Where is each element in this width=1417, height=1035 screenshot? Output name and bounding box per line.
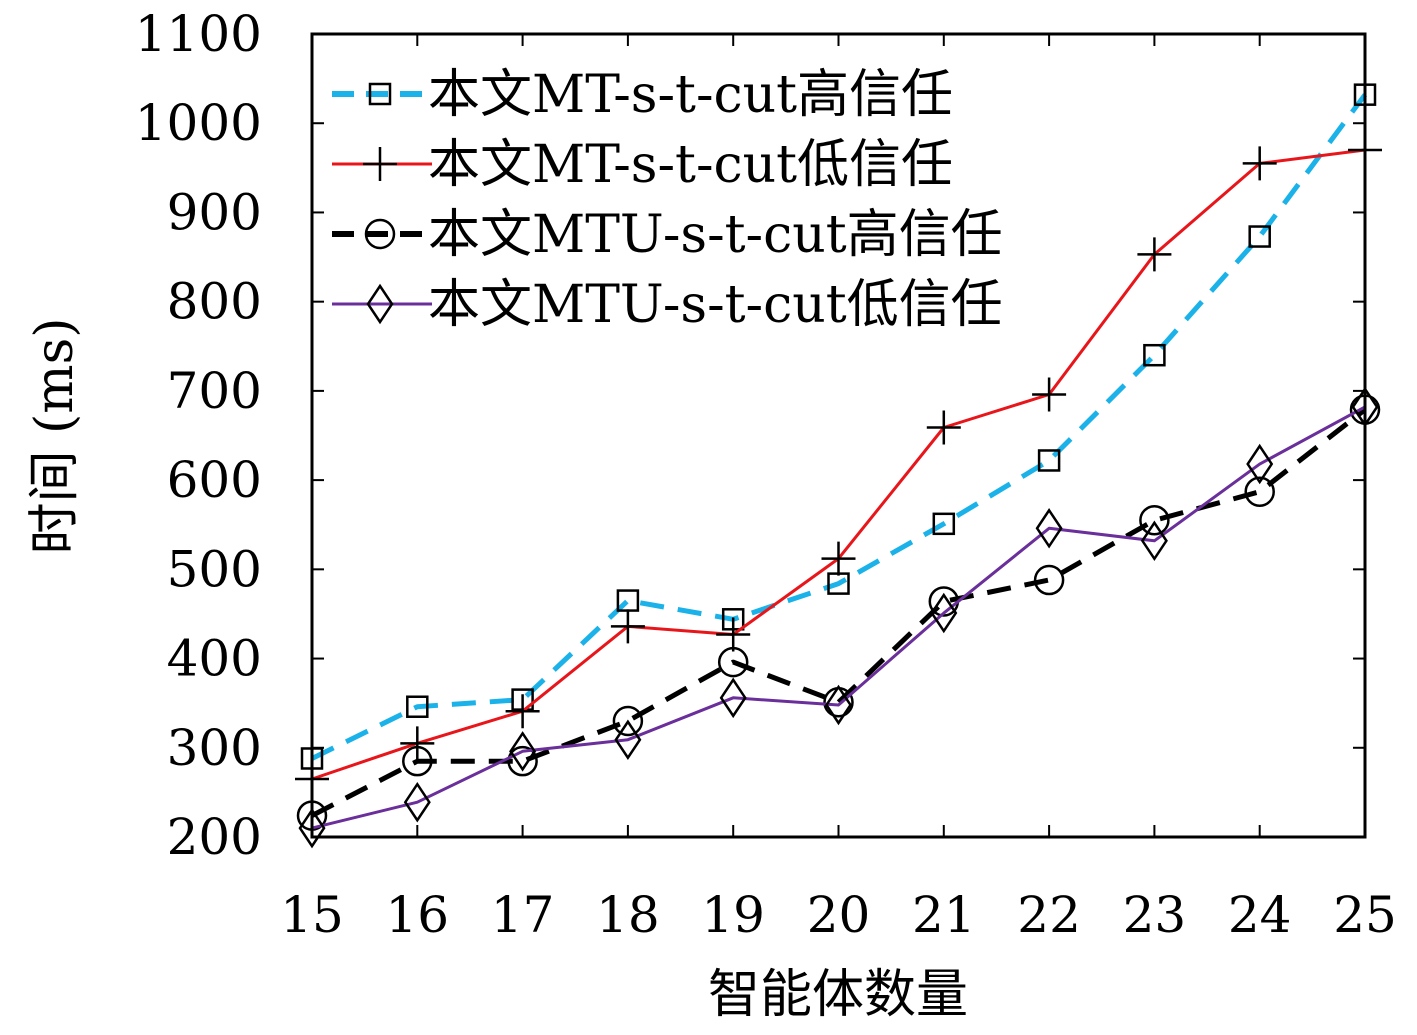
series-3-point-6: [930, 592, 958, 634]
y-tick-label: 700: [167, 362, 262, 420]
series-1-point-2: [505, 694, 540, 729]
series-0: [300, 83, 1377, 770]
series-3-point-3: [614, 719, 642, 761]
series-2-point-8: [1139, 505, 1170, 536]
x-tick-label: 18: [596, 886, 660, 944]
legend-label-0: 本文MT-s-t-cut高信任: [428, 65, 953, 125]
legend-label-1: 本文MT-s-t-cut低信任: [428, 135, 953, 195]
legend-marker-2: [364, 218, 396, 250]
y-axis-title: 时间 (ms): [25, 317, 85, 554]
plot-marks: [295, 83, 1382, 849]
x-tick-label: 22: [1017, 886, 1081, 944]
series-2-point-9: [1244, 476, 1275, 507]
x-tick-label: 25: [1333, 886, 1397, 944]
series-1-point-3: [610, 609, 645, 644]
series-1-point-8: [1137, 237, 1172, 272]
legend-label-3: 本文MTU-s-t-cut低信任: [428, 275, 1003, 335]
x-tick-label: 20: [807, 886, 871, 944]
legend-label-2: 本文MTU-s-t-cut高信任: [428, 205, 1003, 265]
axis-ticks: 200 300 400 500 600 700 800 900 1000 1100 15 16 17 18…: [135, 5, 1397, 944]
series-line-3: [311, 405, 1366, 830]
legend: 本文MT-s-t-cut高信任本文MT-s-t-cut低信任本文MTU-s-t-…: [332, 65, 1003, 335]
y-tick-label: 1000: [135, 94, 262, 152]
series-0-point-6: [932, 512, 956, 536]
x-tick-label: 21: [912, 886, 976, 944]
series-0-point-8: [1143, 343, 1166, 367]
legend-marker-0: [368, 82, 392, 106]
x-axis-title: 智能体数量: [708, 965, 968, 1025]
series-0-point-9: [1248, 225, 1271, 248]
series-line-0: [310, 93, 1368, 761]
y-tick-label: 400: [167, 630, 262, 688]
series-1-point-1: [400, 726, 435, 761]
series-2-point-7: [1033, 564, 1065, 596]
x-tick-label: 15: [280, 886, 344, 944]
series-1-point-4: [716, 617, 751, 652]
series-2-point-2: [507, 745, 538, 777]
series-3-point-9: [1246, 443, 1274, 485]
y-tick-label: 900: [167, 183, 262, 241]
x-tick-label: 24: [1228, 886, 1292, 944]
series-3-point-7: [1035, 508, 1063, 549]
x-tick-label: 19: [701, 886, 765, 944]
series-1-point-9: [1242, 146, 1277, 181]
y-tick-label: 300: [167, 719, 262, 777]
y-tick-label: 200: [167, 808, 262, 866]
y-tick-label: 800: [167, 273, 262, 331]
series-3-point-5: [824, 684, 853, 726]
series-3-point-0: [298, 807, 326, 849]
legend-marker-3: [366, 283, 394, 325]
series-1-point-5: [821, 541, 856, 576]
series-2-point-4: [717, 646, 749, 678]
x-tick-label: 16: [385, 886, 449, 944]
series-line-2: [310, 407, 1367, 818]
series-3-point-1: [403, 781, 431, 823]
series-0-point-1: [406, 695, 429, 718]
series-3-point-4: [719, 677, 747, 719]
series-2-point-3: [612, 705, 644, 737]
y-tick-label: 1100: [135, 5, 262, 63]
y-tick-label: 500: [167, 540, 262, 598]
x-tick-label: 23: [1123, 886, 1187, 944]
legend-marker-1: [363, 147, 397, 181]
series-3: [298, 386, 1379, 849]
series-3-point-2: [509, 731, 537, 772]
series-2-point-1: [402, 745, 433, 777]
y-tick-label: 600: [167, 451, 262, 509]
series-3-point-8: [1140, 520, 1168, 562]
series-1-point-7: [1032, 377, 1067, 412]
series-0-point-7: [1037, 449, 1061, 472]
x-tick-label: 17: [491, 886, 555, 944]
series-2: [296, 394, 1381, 831]
series-1-point-6: [926, 410, 961, 445]
